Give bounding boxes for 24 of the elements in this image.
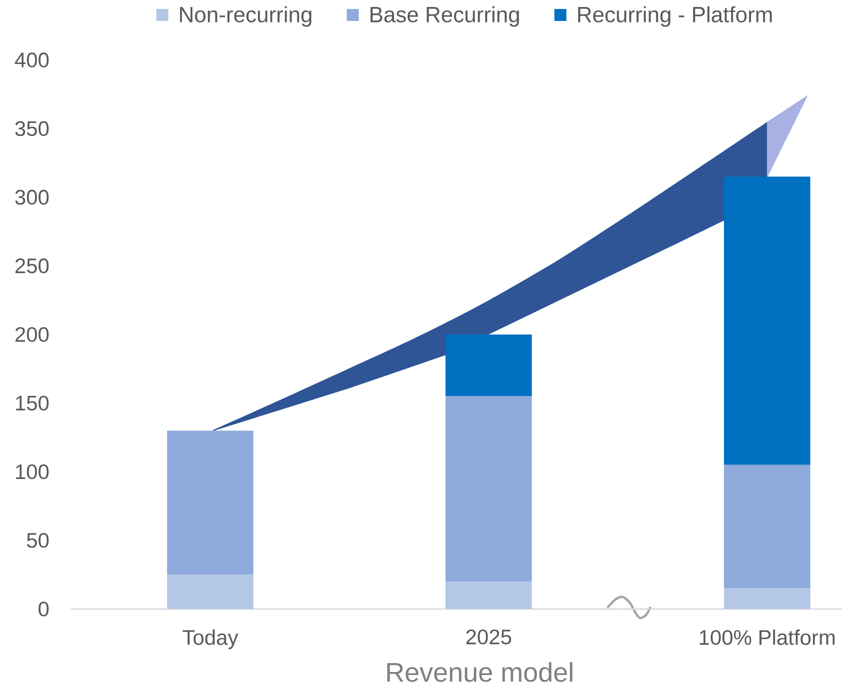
y-tick-label: 50 [26,532,49,548]
y-tick-label: 250 [15,258,49,274]
y-tick-label: 350 [15,121,49,136]
y-tick-label: 300 [15,190,49,205]
bar [446,396,532,582]
y-tick-label: 0 [38,602,49,616]
y-tick-label: 200 [15,327,49,342]
bar [167,430,254,575]
y-tick-label: 400 [14,52,49,68]
bar [446,582,532,609]
y-tick-label: 150 [16,396,49,411]
x-tick-label: 100% Platform [700,630,835,645]
legend-label: Base Recurring [370,6,519,27]
bar [446,334,532,396]
legend-label: Recurring - Platform [578,6,772,27]
x-tick-label: 2025 [466,630,512,644]
x-tick-label: Today [182,630,238,650]
bar [724,464,810,588]
bar [724,588,810,609]
legend-label: Non-recurring [180,6,312,27]
bar [724,176,810,465]
x-axis-title: Revenue model [387,662,572,682]
bar [167,574,254,609]
y-tick-label: 100 [16,464,49,480]
